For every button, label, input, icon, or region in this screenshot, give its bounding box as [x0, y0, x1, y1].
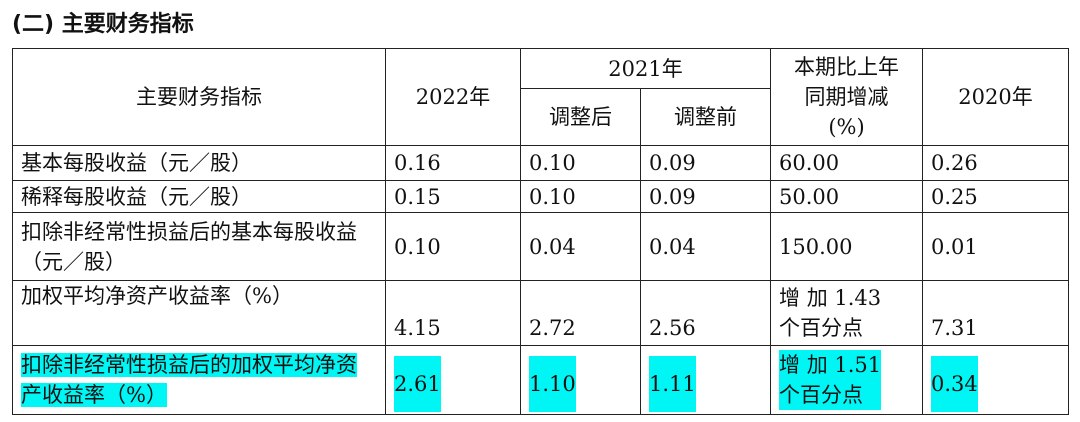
value-cell: 150.00 — [770, 212, 924, 281]
value-cell: 4.15 — [385, 280, 521, 346]
value-cell: 50.00 — [770, 180, 924, 213]
value-cell: 增 加 1.43 个百分点 — [770, 280, 924, 346]
cell-line: 个百分点 — [779, 383, 864, 407]
value-cell: 0.15 — [385, 180, 521, 213]
data-row: 扣除非经常性损益后的基本每股收益（元／股） 0.10 0.04 0.04 150.00 0… — [12, 212, 1070, 281]
cell-text: 基本每股收益（元／股） — [21, 151, 252, 175]
cell-text: 7.31 — [931, 316, 978, 340]
cell-text: 0.04 — [529, 234, 576, 259]
value-cell: 0.09 — [639, 180, 772, 213]
cell-text: 1.11 — [649, 372, 696, 396]
section-title: (二) 主要财务指标 — [12, 12, 194, 37]
header-row: 调整后 调整前 — [13, 88, 1069, 146]
header-cell: 本期比上年同期增减 (%) — [770, 48, 924, 146]
cell-line: 增 加 1.51 — [779, 353, 882, 377]
value-cell: 2.56 — [639, 280, 772, 346]
value-cell: 0.10 — [520, 145, 641, 181]
data-row: 稀释每股收益（元／股） 0.15 0.10 0.09 50.00 0.25 — [12, 180, 1070, 213]
cell-line: 个百分点 — [779, 316, 864, 340]
row-label: 扣除非经常性损益后的加权平均净资产收益率（%） — [12, 345, 386, 415]
header-line: (%) — [828, 115, 865, 139]
cell-text: 0.10 — [529, 184, 576, 209]
header-line: 同期增减 — [804, 85, 889, 109]
value-cell: 0.04 — [639, 212, 772, 281]
highlight: 增 加 1.51 个百分点 — [779, 350, 882, 410]
cell-text: 0.09 — [649, 184, 696, 209]
cell-text: 0.01 — [931, 234, 978, 259]
data-row: 基本每股收益（元／股） 0.16 0.10 0.09 60.00 0.26 — [12, 145, 1070, 181]
header-cell: 2020年 — [922, 48, 1070, 146]
table-body: 主要财务指标 2022年 2021年 本期比上年同期增减 (%) 2020年 调整… — [12, 48, 1070, 415]
cell-text: 2.61 — [394, 372, 441, 396]
cell-text: 扣除非经常性损益后的基本每股收益（元／股） — [21, 219, 357, 274]
cell-text: 0.10 — [529, 151, 576, 175]
row-label: 加权平均净资产收益率（%） — [12, 280, 386, 346]
cell-text: 0.16 — [394, 151, 441, 175]
cell-line: 60.00 — [779, 151, 840, 175]
highlight: 扣除非经常性损益后的加权平均净资产收益率（%） — [21, 353, 357, 407]
header-cell: 2022年 — [385, 48, 521, 146]
data-row: 扣除非经常性损益后的加权平均净资产收益率（%） 2.61 1.10 1.11 增 加 1… — [12, 345, 1070, 415]
cell-text: 0.34 — [931, 372, 978, 396]
cell-text: 4.15 — [394, 316, 441, 340]
value-cell: 7.31 — [922, 280, 1070, 346]
cell-text: 0.09 — [649, 151, 696, 175]
value-cell: 0.09 — [639, 145, 772, 181]
value-cell: 60.00 — [770, 145, 924, 181]
value-cell: 1.10 — [520, 345, 641, 415]
header-cell: 调整前 — [639, 88, 772, 146]
value-cell: 0.10 — [385, 212, 521, 281]
row-label: 扣除非经常性损益后的基本每股收益（元／股） — [12, 212, 386, 281]
highlight: 1.10 — [529, 356, 576, 412]
header-line: 本期比上年 — [794, 55, 900, 79]
cell-line: 50.00 — [779, 184, 840, 209]
cell-text: 加权平均净资产收益率（%） — [21, 284, 293, 308]
cell-text: 2.56 — [649, 316, 696, 340]
cell-line: 增 加 1.43 — [779, 286, 882, 310]
cell-text: 0.04 — [649, 234, 696, 259]
highlight: 1.11 — [649, 356, 696, 412]
cell-text: 2.72 — [529, 316, 576, 340]
value-cell: 0.01 — [922, 212, 1070, 281]
value-cell: 增 加 1.51 个百分点 — [770, 345, 924, 415]
value-cell: 2.61 — [385, 345, 521, 415]
data-row: 加权平均净资产收益率（%） 4.15 2.72 2.56 增 加 1.43 个百分点 7.3… — [12, 280, 1070, 346]
row-label: 基本每股收益（元／股） — [12, 145, 386, 181]
header-row: 主要财务指标 2022年 2021年 本期比上年同期增减 (%) 2020年 — [12, 48, 1070, 146]
header-cell: 主要财务指标 — [12, 48, 386, 146]
value-cell: 0.26 — [922, 145, 1070, 181]
cell-text: 1.10 — [529, 372, 576, 396]
financial-table: 主要财务指标 2022年 2021年 本期比上年同期增减 (%) 2020年 调整… — [12, 48, 1070, 415]
value-cell: 2.72 — [520, 280, 641, 346]
highlight: 0.34 — [931, 356, 978, 412]
highlight: 2.61 — [394, 356, 441, 412]
cell-text: 0.25 — [931, 184, 978, 209]
cell-text: 扣除非经常性损益后的加权平均净资产收益率（%） — [21, 353, 357, 407]
cell-text: 0.15 — [394, 184, 441, 209]
value-cell: 0.04 — [520, 212, 641, 281]
header-cell: 2021年 — [519, 48, 772, 89]
row-label: 稀释每股收益（元／股） — [12, 180, 386, 213]
header-cell: 调整后 — [520, 88, 641, 146]
value-cell: 1.11 — [639, 345, 772, 415]
cell-line: 150.00 — [779, 234, 853, 259]
cell-text: 0.10 — [394, 234, 441, 259]
value-cell: 0.16 — [385, 145, 521, 181]
value-cell: 0.10 — [520, 180, 641, 213]
cell-text: 0.26 — [931, 151, 978, 175]
cell-text: 稀释每股收益（元／股） — [21, 184, 252, 209]
value-cell: 0.34 — [922, 345, 1070, 415]
value-cell: 0.25 — [922, 180, 1070, 213]
